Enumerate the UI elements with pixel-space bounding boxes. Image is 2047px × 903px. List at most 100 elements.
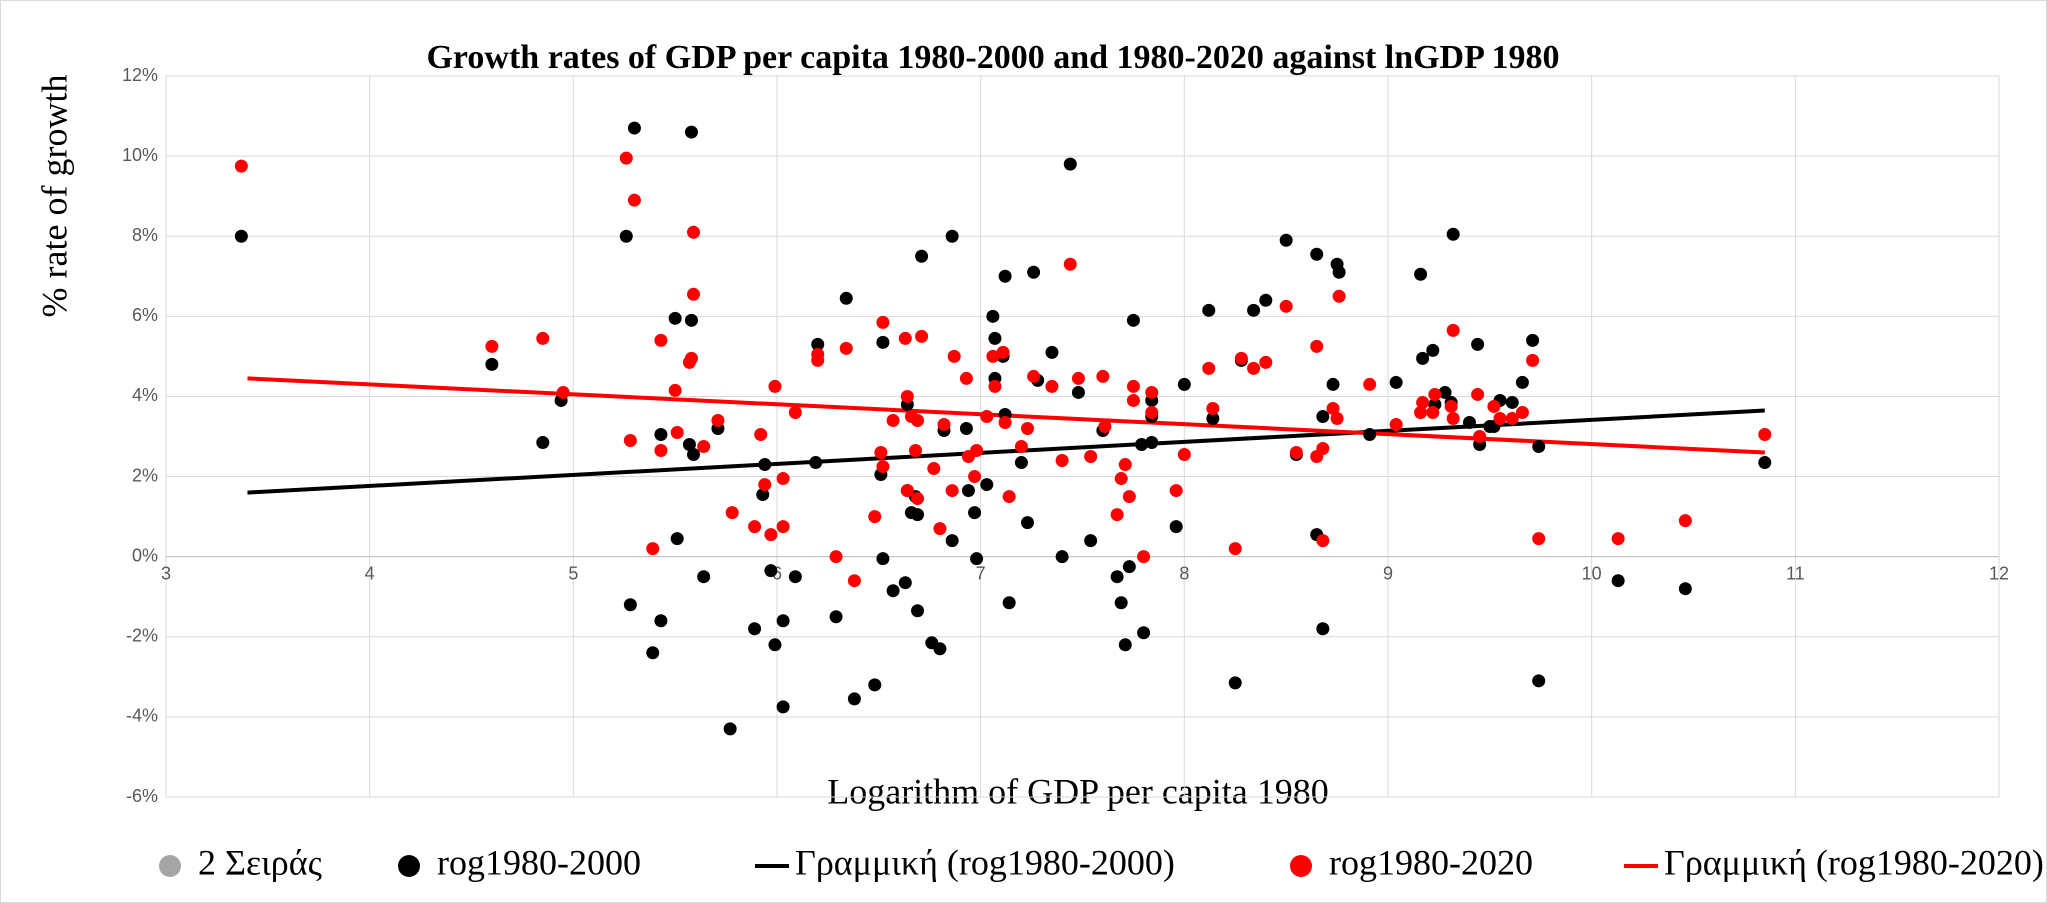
point — [868, 510, 882, 524]
point — [654, 333, 668, 347]
point — [646, 646, 660, 660]
point — [788, 405, 802, 419]
point — [988, 379, 1002, 393]
point — [915, 249, 929, 263]
point — [725, 506, 739, 520]
point — [1414, 267, 1428, 281]
point — [1126, 313, 1140, 327]
point — [933, 642, 947, 656]
point — [945, 484, 959, 498]
x-tick-label: 11 — [1786, 563, 1805, 583]
point — [1446, 227, 1460, 241]
point — [1002, 596, 1016, 610]
point — [900, 484, 914, 498]
x-axis-label: Logarithm of GDP per capita 1980 — [827, 771, 1329, 811]
point — [1438, 385, 1452, 399]
point — [627, 121, 641, 135]
point — [911, 508, 925, 522]
point — [1389, 375, 1403, 389]
point — [1202, 303, 1216, 317]
point — [1611, 574, 1625, 588]
point — [1515, 375, 1529, 389]
point — [758, 458, 772, 472]
point — [748, 622, 762, 636]
point — [682, 438, 696, 452]
point — [697, 440, 711, 454]
point — [1487, 399, 1501, 413]
point — [847, 692, 861, 706]
point — [1462, 415, 1476, 429]
point — [1279, 233, 1293, 247]
point — [1428, 387, 1442, 401]
point — [980, 478, 994, 492]
point — [1446, 323, 1460, 337]
point — [1118, 638, 1132, 652]
point — [1446, 411, 1460, 425]
point — [811, 337, 825, 351]
point — [1289, 446, 1303, 460]
point — [911, 604, 925, 618]
y-tick-label: 12% — [122, 65, 158, 85]
point — [623, 434, 637, 448]
point — [1416, 351, 1430, 365]
point — [1678, 582, 1692, 596]
point — [1279, 299, 1293, 313]
legend-swatch — [1290, 855, 1312, 877]
y-tick-label: -4% — [126, 706, 158, 726]
y-tick-label: 4% — [132, 385, 158, 405]
point — [788, 570, 802, 584]
point — [754, 427, 768, 441]
point — [1316, 534, 1330, 548]
point — [911, 492, 925, 506]
point — [1532, 440, 1546, 454]
point — [1137, 550, 1151, 564]
point — [1310, 339, 1324, 353]
point — [1234, 351, 1248, 365]
point — [1045, 379, 1059, 393]
point — [668, 383, 682, 397]
point — [556, 385, 570, 399]
point — [1055, 454, 1069, 468]
point — [945, 229, 959, 243]
point — [1206, 401, 1220, 415]
point — [1045, 345, 1059, 359]
point — [886, 413, 900, 427]
point — [961, 484, 975, 498]
point — [1247, 361, 1261, 375]
legend-swatch — [159, 855, 181, 877]
point — [1071, 385, 1085, 399]
point — [654, 444, 668, 458]
x-tick-label: 8 — [1179, 563, 1189, 583]
point — [1316, 622, 1330, 636]
point — [1310, 247, 1324, 261]
point — [711, 413, 725, 427]
point — [684, 313, 698, 327]
y-tick-label: 8% — [132, 225, 158, 245]
point — [1758, 456, 1772, 470]
point — [684, 125, 698, 139]
point — [959, 421, 973, 435]
point — [1316, 409, 1330, 423]
point — [968, 470, 982, 484]
point — [670, 425, 684, 439]
point — [1259, 355, 1273, 369]
point — [1145, 436, 1159, 450]
point — [829, 610, 843, 624]
legend-label: Γραμμική (rog1980-2000) — [795, 842, 1175, 882]
point — [911, 413, 925, 427]
point — [874, 446, 888, 460]
point — [684, 351, 698, 365]
point — [1247, 303, 1261, 317]
point — [1021, 421, 1035, 435]
point — [1063, 257, 1077, 271]
point — [1122, 490, 1136, 504]
point — [1332, 289, 1346, 303]
point — [756, 488, 770, 502]
chart-title: Growth rates of GDP per capita 1980-2000… — [426, 39, 1559, 76]
point — [1493, 411, 1507, 425]
point — [485, 339, 499, 353]
point — [968, 506, 982, 520]
point — [1071, 371, 1085, 385]
point — [1169, 484, 1183, 498]
